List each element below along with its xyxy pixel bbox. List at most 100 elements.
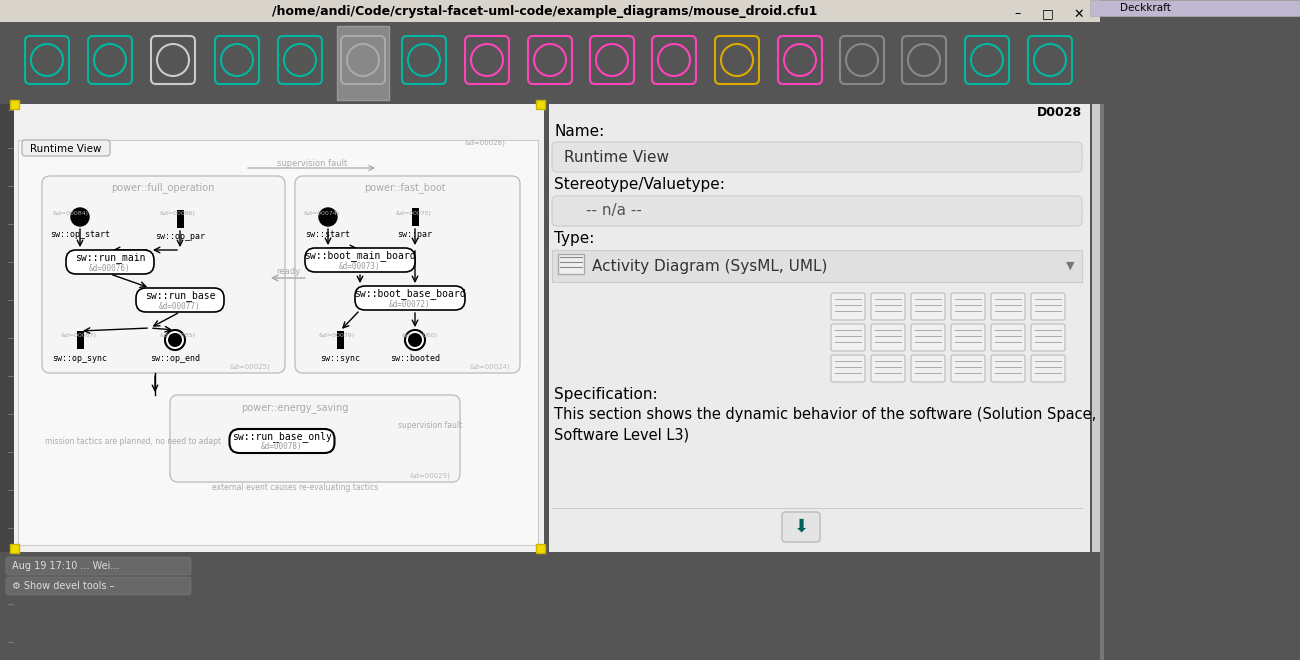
Text: &d=00024): &d=00024) — [469, 364, 510, 370]
Bar — [546, 104, 1089, 660]
Text: &d=00084): &d=00084) — [53, 211, 88, 216]
Text: Name:: Name: — [554, 123, 604, 139]
Text: power::fast_boot: power::fast_boot — [364, 183, 446, 193]
Text: sw::boot_base_board: sw::boot_base_board — [354, 288, 465, 300]
FancyBboxPatch shape — [952, 355, 985, 382]
FancyBboxPatch shape — [783, 512, 820, 542]
Bar — [1100, 104, 1104, 660]
FancyBboxPatch shape — [831, 293, 865, 320]
Text: Runtime View: Runtime View — [30, 144, 101, 154]
Bar — [18, 140, 538, 545]
Bar — [177, 210, 183, 228]
Text: sw::sync: sw::sync — [320, 354, 360, 363]
FancyBboxPatch shape — [6, 557, 191, 575]
Text: &d=00078): &d=00078) — [261, 442, 303, 451]
FancyBboxPatch shape — [22, 140, 110, 156]
Text: ✕: ✕ — [1074, 7, 1084, 20]
Circle shape — [318, 208, 337, 226]
Text: supervision fault: supervision fault — [398, 420, 462, 430]
FancyBboxPatch shape — [831, 355, 865, 382]
Bar — [0, 22, 1100, 104]
Text: Type:: Type: — [554, 232, 594, 246]
FancyBboxPatch shape — [871, 324, 905, 351]
Text: -- n/a --: -- n/a -- — [586, 203, 642, 218]
Text: sw::op_par: sw::op_par — [155, 232, 205, 241]
Text: &d=00079): &d=00079) — [318, 333, 355, 337]
Text: power::full_operation: power::full_operation — [112, 183, 214, 193]
Text: sw::boot_main_board: sw::boot_main_board — [304, 251, 416, 261]
Text: □: □ — [1043, 7, 1054, 20]
Bar — [0, 552, 1100, 660]
FancyBboxPatch shape — [952, 324, 985, 351]
Text: &d=00072): &d=00072) — [389, 300, 430, 308]
Text: sw::op_end: sw::op_end — [150, 354, 200, 363]
Text: sw::run_base_only: sw::run_base_only — [233, 432, 332, 442]
Bar — [552, 250, 1082, 282]
Text: &d=00077): &d=00077) — [159, 302, 200, 310]
FancyBboxPatch shape — [991, 293, 1024, 320]
Text: &d=00074): &d=00074) — [304, 211, 341, 216]
FancyBboxPatch shape — [911, 293, 945, 320]
Text: supervision fault: supervision fault — [277, 158, 347, 168]
Circle shape — [168, 333, 182, 347]
Bar — [0, 0, 1100, 22]
FancyBboxPatch shape — [42, 176, 285, 373]
Text: ▼: ▼ — [1066, 261, 1074, 271]
Text: &d=00029): &d=00029) — [410, 473, 450, 479]
Text: &d=00073): &d=00073) — [339, 261, 381, 271]
Bar — [1089, 0, 1300, 16]
Circle shape — [72, 208, 88, 226]
Text: sw::op_sync: sw::op_sync — [52, 354, 108, 363]
Text: Software Level L3): Software Level L3) — [554, 428, 689, 442]
Bar — [552, 508, 1082, 548]
Bar — [10, 544, 20, 553]
Text: sw::run_base: sw::run_base — [144, 290, 216, 302]
Text: &d=00086): &d=00086) — [159, 211, 195, 216]
FancyBboxPatch shape — [871, 293, 905, 320]
Text: power::energy_saving: power::energy_saving — [242, 403, 348, 413]
Text: sw::run_main: sw::run_main — [75, 253, 146, 263]
Bar — [0, 104, 14, 646]
FancyBboxPatch shape — [66, 250, 153, 274]
Circle shape — [165, 330, 185, 350]
Text: ⬇: ⬇ — [793, 518, 809, 536]
Text: /home/andi/Code/crystal-facet-uml-code/example_diagrams/mouse_droid.cfu1: /home/andi/Code/crystal-facet-uml-code/e… — [272, 5, 818, 18]
Bar — [77, 331, 83, 349]
Bar — [337, 331, 343, 349]
Text: Stereotype/Valuetype:: Stereotype/Valuetype: — [554, 178, 725, 193]
Text: &d=00060): &d=00060) — [402, 333, 437, 337]
Text: Activity Diagram (SysML, UML): Activity Diagram (SysML, UML) — [592, 259, 827, 273]
FancyBboxPatch shape — [136, 288, 224, 312]
Text: &d=00087): &d=00087) — [61, 333, 98, 337]
Text: &d=00025): &d=00025) — [229, 364, 270, 370]
Text: sw::par: sw::par — [398, 230, 433, 239]
FancyBboxPatch shape — [552, 142, 1082, 172]
FancyBboxPatch shape — [1031, 293, 1065, 320]
Text: Aug 19 17:10 ... Wei...: Aug 19 17:10 ... Wei... — [12, 561, 120, 571]
FancyBboxPatch shape — [911, 355, 945, 382]
Text: &d=00076): &d=00076) — [90, 263, 131, 273]
FancyBboxPatch shape — [170, 395, 460, 482]
Bar — [14, 104, 543, 552]
FancyBboxPatch shape — [306, 248, 415, 272]
Text: Specification:: Specification: — [554, 387, 658, 403]
FancyBboxPatch shape — [871, 355, 905, 382]
FancyBboxPatch shape — [991, 355, 1024, 382]
Bar — [536, 100, 545, 109]
Text: ⚙ Show devel tools –: ⚙ Show devel tools – — [12, 581, 114, 591]
Bar — [1092, 104, 1100, 660]
Circle shape — [408, 333, 422, 347]
Bar — [558, 254, 584, 274]
Text: D0028: D0028 — [1037, 106, 1082, 119]
Text: mission tactics are planned, no need to adapt: mission tactics are planned, no need to … — [46, 436, 221, 446]
FancyBboxPatch shape — [911, 324, 945, 351]
FancyBboxPatch shape — [1031, 355, 1065, 382]
Text: Runtime View: Runtime View — [564, 150, 670, 164]
FancyBboxPatch shape — [1031, 324, 1065, 351]
Bar — [10, 100, 20, 109]
FancyBboxPatch shape — [991, 324, 1024, 351]
FancyBboxPatch shape — [552, 196, 1082, 226]
Text: &d=00085): &d=00085) — [159, 333, 195, 337]
Bar — [412, 208, 419, 226]
FancyBboxPatch shape — [831, 324, 865, 351]
